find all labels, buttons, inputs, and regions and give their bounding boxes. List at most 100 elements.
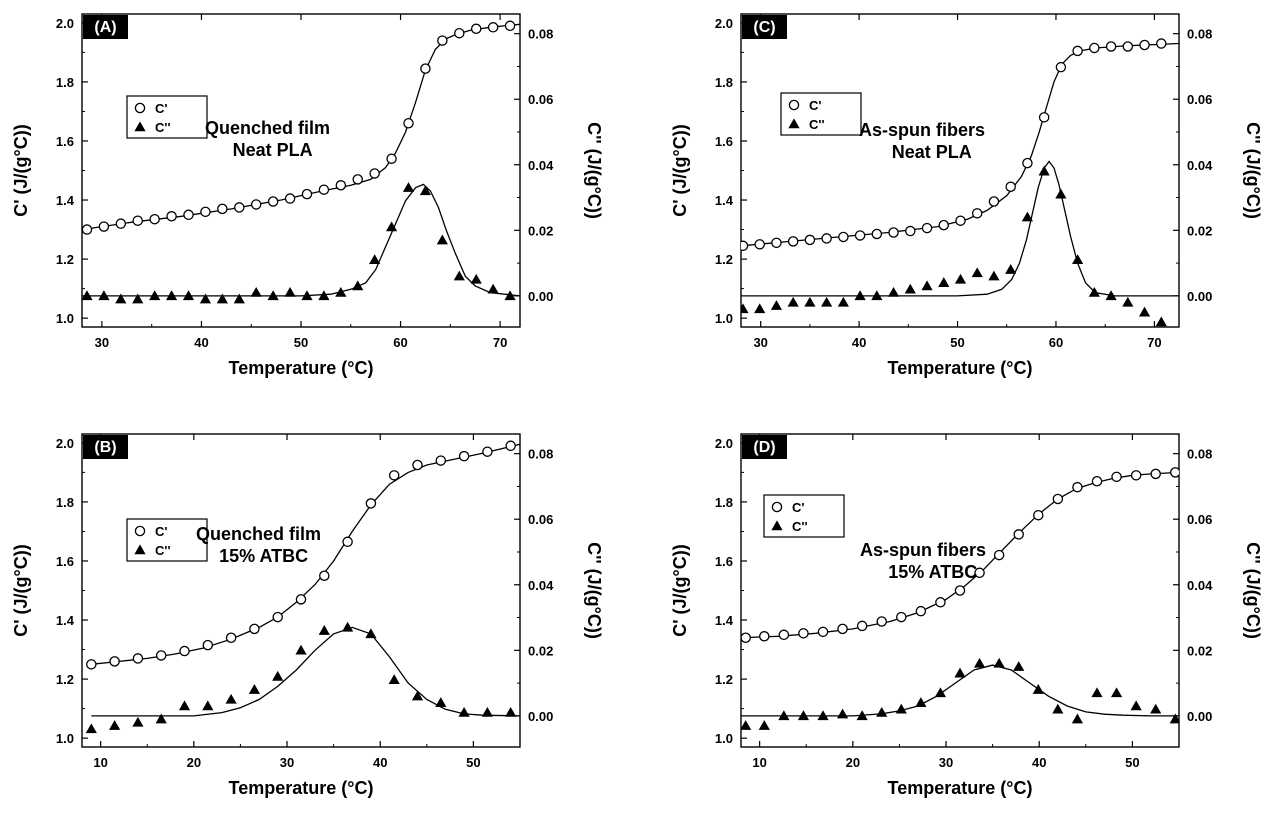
x-tick-label: 60 bbox=[393, 335, 407, 350]
data-point-triangle bbox=[435, 697, 447, 707]
y-tick-label: 1.6 bbox=[56, 134, 74, 149]
data-point-triangle bbox=[1055, 188, 1067, 199]
data-point-circle bbox=[888, 227, 899, 238]
panel-tag-box bbox=[83, 435, 128, 459]
annotation-line: Neat PLA bbox=[233, 140, 313, 160]
legend-marker-circle bbox=[134, 102, 146, 114]
data-point-circle bbox=[954, 585, 966, 596]
data-point-circle bbox=[342, 536, 353, 548]
legend-marker-circle bbox=[788, 99, 800, 111]
data-point-triangle bbox=[369, 254, 381, 265]
y2-tick-label: 0.06 bbox=[1187, 92, 1212, 107]
data-point-circle bbox=[454, 27, 465, 39]
data-point-circle bbox=[335, 180, 347, 191]
data-point-circle bbox=[505, 440, 516, 452]
data-point-triangle bbox=[250, 286, 262, 297]
data-point-circle bbox=[295, 594, 307, 605]
data-point-triangle bbox=[85, 723, 97, 734]
data-point-triangle bbox=[988, 270, 1000, 281]
data-point-triangle bbox=[895, 703, 907, 714]
y2-tick-label: 0.08 bbox=[1187, 27, 1212, 42]
data-point-triangle bbox=[938, 277, 950, 287]
data-point-triangle bbox=[216, 293, 228, 304]
data-point-triangle bbox=[411, 690, 424, 701]
y-tick-label: 2.0 bbox=[56, 436, 74, 451]
data-point-triangle bbox=[856, 710, 868, 721]
data-point-triangle bbox=[1071, 713, 1084, 724]
data-point-circle bbox=[202, 639, 214, 651]
data-point-triangle bbox=[904, 283, 916, 294]
data-point-circle bbox=[871, 228, 883, 240]
legend-marker-circle bbox=[134, 525, 146, 537]
data-point-circle bbox=[1156, 38, 1167, 49]
data-point-circle bbox=[217, 203, 228, 215]
data-point-circle bbox=[388, 470, 400, 481]
x-axis-title: Temperature (°C) bbox=[229, 358, 374, 378]
panel-tag-box bbox=[742, 435, 787, 459]
data-layer bbox=[85, 440, 520, 734]
data-point-circle bbox=[183, 209, 194, 221]
y2-tick-label: 0.02 bbox=[1187, 223, 1212, 238]
data-point-triangle bbox=[971, 267, 983, 278]
data-point-circle bbox=[86, 659, 97, 670]
data-point-triangle bbox=[1052, 703, 1064, 714]
data-point-triangle bbox=[178, 700, 191, 711]
data-point-circle bbox=[132, 653, 144, 664]
data-point-circle bbox=[905, 225, 916, 237]
data-point-circle bbox=[759, 631, 770, 642]
data-point-triangle bbox=[876, 706, 888, 717]
data-point-circle bbox=[369, 168, 380, 179]
y2-tick-label: 0.04 bbox=[1187, 578, 1213, 593]
data-point-triangle bbox=[741, 303, 749, 314]
data-point-circle bbox=[935, 597, 946, 608]
data-point-circle bbox=[386, 153, 397, 164]
data-point-circle bbox=[109, 656, 120, 667]
data-point-triangle bbox=[419, 185, 432, 196]
x-tick-label: 70 bbox=[1147, 335, 1161, 350]
data-point-triangle bbox=[1105, 290, 1117, 301]
y-tick-label: 1.0 bbox=[715, 311, 733, 326]
data-point-circle bbox=[971, 208, 983, 219]
fit-line bbox=[741, 160, 1179, 297]
data-point-circle bbox=[1091, 475, 1103, 487]
data-point-triangle bbox=[402, 182, 415, 192]
data-point-circle bbox=[854, 230, 866, 241]
fit-line bbox=[82, 183, 520, 297]
y-tick-label: 2.0 bbox=[56, 16, 74, 31]
panel-tag-box bbox=[83, 15, 128, 39]
y-tick-label: 2.0 bbox=[715, 436, 733, 451]
legend-marker-triangle bbox=[788, 118, 800, 129]
data-point-triangle bbox=[487, 283, 499, 294]
data-point-circle bbox=[856, 620, 868, 632]
legend-marker-triangle bbox=[134, 544, 146, 555]
y2-axis-title: C'' (J/(g°C)) bbox=[584, 122, 604, 219]
y-tick-label: 1.6 bbox=[56, 554, 74, 569]
y2-tick-label: 0.00 bbox=[528, 289, 553, 304]
data-point-triangle bbox=[954, 273, 967, 284]
data-point-circle bbox=[82, 224, 93, 235]
data-point-triangle bbox=[470, 273, 482, 284]
y-axis-title: C' (J/(g°C)) bbox=[670, 124, 690, 216]
data-point-triangle bbox=[199, 293, 212, 304]
data-point-circle bbox=[1105, 41, 1117, 52]
data-point-circle bbox=[896, 611, 907, 623]
x-tick-label: 50 bbox=[1125, 755, 1139, 770]
data-point-circle bbox=[98, 221, 110, 232]
y-axis-title: C' (J/(g°C)) bbox=[11, 124, 31, 216]
x-tick-label: 70 bbox=[493, 335, 507, 350]
legend-marker-triangle bbox=[134, 121, 146, 132]
data-point-triangle bbox=[1150, 703, 1162, 714]
y2-tick-label: 0.04 bbox=[1187, 158, 1213, 173]
data-point-triangle bbox=[202, 700, 214, 711]
data-point-triangle bbox=[335, 286, 347, 297]
y2-tick-label: 0.08 bbox=[528, 447, 553, 462]
data-point-triangle bbox=[248, 684, 261, 694]
y2-tick-label: 0.06 bbox=[528, 512, 553, 527]
data-layer bbox=[741, 38, 1179, 327]
annotation-line: 15% ATBC bbox=[888, 562, 977, 582]
data-point-triangle bbox=[505, 706, 517, 717]
data-point-circle bbox=[838, 231, 849, 243]
data-point-triangle bbox=[1005, 264, 1017, 274]
annotation-line: Quenched film bbox=[205, 118, 330, 138]
data-point-circle bbox=[974, 567, 985, 579]
